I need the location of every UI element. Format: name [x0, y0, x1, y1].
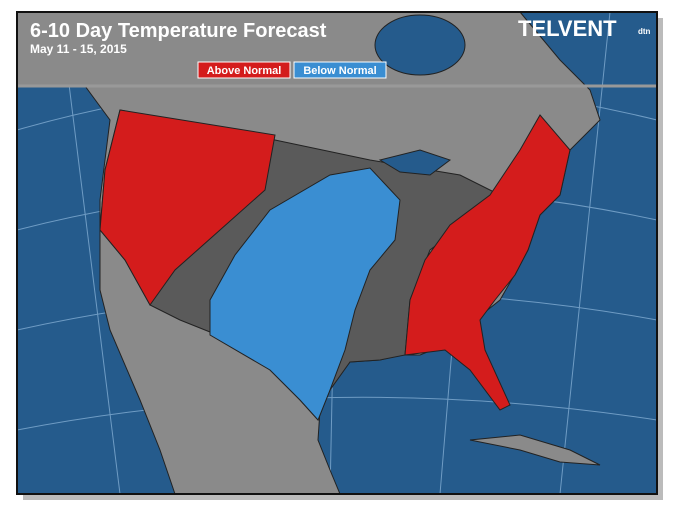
frame-border — [16, 11, 658, 495]
legend-label: Below Normal — [303, 65, 376, 77]
island — [469, 434, 601, 466]
above-normal-west — [99, 109, 276, 306]
below-normal-center — [209, 167, 401, 421]
legend-swatch — [293, 61, 387, 79]
map-date: May 11 - 15, 2015 — [30, 42, 127, 56]
legend-label: Above Normal — [207, 65, 282, 77]
above-normal-east — [404, 114, 571, 411]
map: 6-10 Day Temperature Forecast May 11 - 1… — [17, 12, 657, 494]
logo-brand: TELVENT — [518, 16, 617, 41]
legend-swatch — [197, 61, 291, 79]
map-title: 6-10 Day Temperature Forecast — [30, 20, 327, 42]
hudson-bay — [374, 14, 466, 76]
great-lakes — [378, 149, 452, 176]
logo-sub: dtn — [638, 27, 651, 36]
